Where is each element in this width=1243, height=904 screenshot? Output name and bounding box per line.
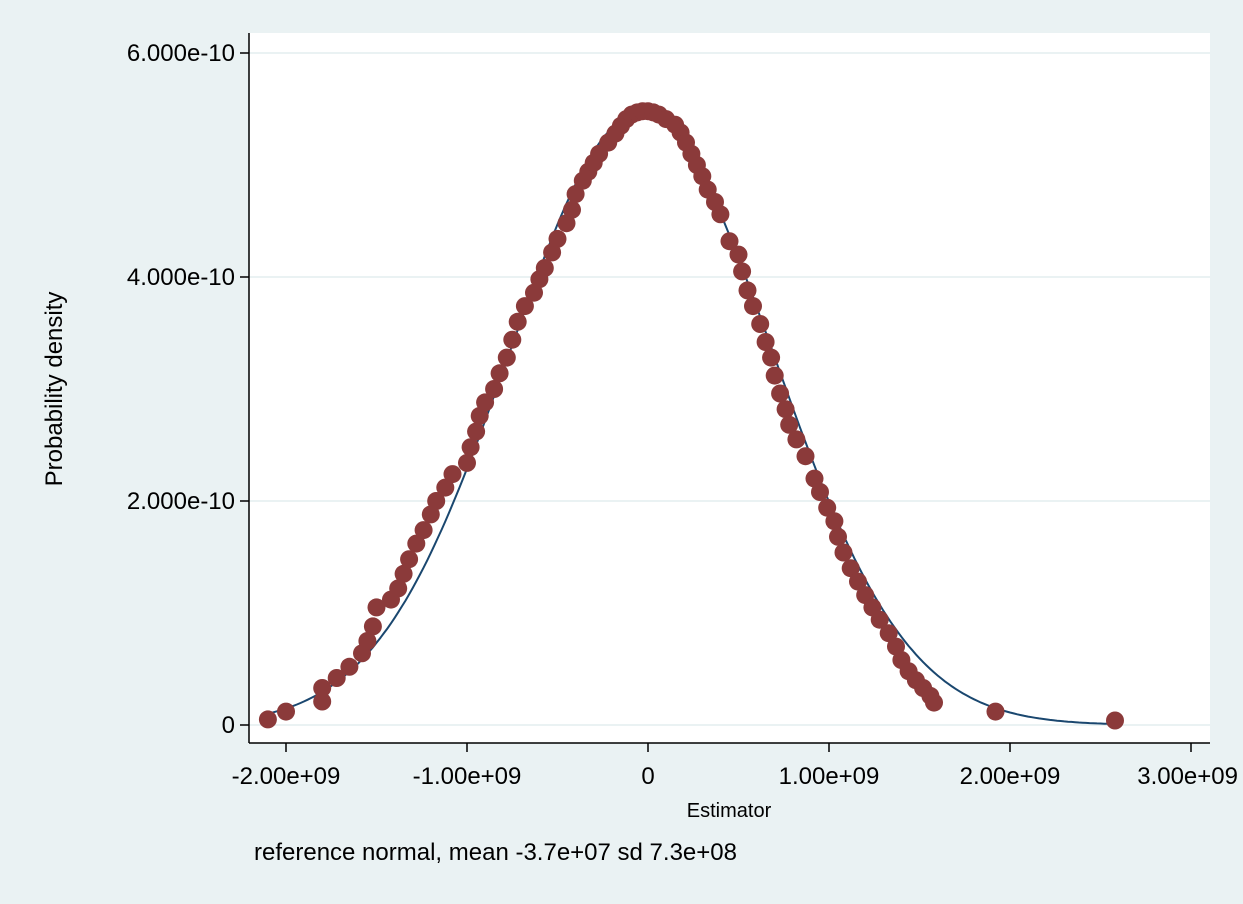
x-tick-label-1: -1.00e+09 (413, 763, 522, 790)
density-point-78 (811, 483, 829, 501)
density-point-65 (733, 262, 752, 281)
density-point-13 (400, 550, 419, 569)
density-point-9 (367, 598, 386, 617)
density-point-7 (358, 632, 377, 650)
density-point-25 (485, 380, 504, 398)
density-point-31 (525, 283, 543, 302)
density-point-97 (1106, 711, 1124, 730)
density-point-5 (340, 657, 359, 676)
density-point-4 (327, 669, 346, 687)
density-point-70 (762, 348, 781, 367)
chart-note: reference normal, mean -3.7e+07 sd 7.3e+… (254, 839, 737, 866)
density-point-88 (879, 624, 898, 643)
density-point-87 (870, 610, 889, 629)
density-point-63 (720, 232, 739, 251)
density-point-3 (313, 679, 332, 697)
density-point-73 (776, 400, 795, 419)
x-tick-label-5: 3.00e+09 (1137, 763, 1238, 790)
y-axis-ticks: 0 2.000e-10 4.000e-10 6.000e-10 (127, 40, 249, 739)
density-point-76 (796, 447, 815, 466)
density-point-34 (543, 243, 562, 262)
density-point-75 (787, 430, 806, 449)
density-point-28 (503, 330, 522, 349)
density-point-79 (818, 498, 837, 517)
density-point-69 (756, 333, 775, 351)
density-point-27 (497, 348, 516, 367)
density-point-62 (711, 205, 730, 224)
density-point-22 (467, 422, 486, 441)
density-point-95 (925, 693, 943, 712)
density-point-14 (407, 534, 426, 553)
x-tick-label-4: 2.00e+09 (960, 763, 1061, 790)
density-point-19 (443, 465, 462, 484)
x-axis-ticks: -2.00e+09 -1.00e+09 0 1.00e+09 2.00e+09 3.00e… (232, 743, 1238, 790)
plot-area (249, 33, 1210, 743)
density-point-81 (829, 527, 847, 546)
density-point-17 (427, 492, 446, 510)
density-point-0 (258, 710, 277, 729)
y-tick-label-3: 6.000e-10 (127, 40, 235, 67)
density-point-18 (436, 478, 455, 497)
y-tick-label-1: 2.000e-10 (127, 488, 235, 515)
density-point-35 (548, 229, 567, 248)
density-point-72 (771, 384, 790, 403)
density-point-67 (744, 297, 762, 316)
density-point-12 (394, 564, 413, 583)
x-tick-label-0: -2.00e+09 (232, 763, 341, 790)
density-point-15 (414, 521, 433, 540)
x-tick-label-2: 0 (641, 763, 654, 790)
density-point-8 (363, 617, 382, 636)
y-tick-label-2: 4.000e-10 (127, 264, 235, 291)
density-markers (258, 102, 1124, 730)
density-point-29 (508, 312, 527, 331)
density-point-1 (277, 702, 295, 721)
y-axis-title: Probability density (41, 292, 68, 487)
density-point-23 (470, 406, 489, 425)
density-point-71 (765, 366, 784, 385)
density-point-30 (515, 297, 534, 316)
axes (248, 33, 1210, 744)
density-point-66 (738, 281, 757, 300)
density-point-26 (490, 364, 509, 383)
gridlines (249, 52, 1210, 726)
density-point-83 (841, 559, 860, 578)
density-point-96 (986, 702, 1005, 721)
density-point-64 (729, 245, 748, 264)
density-point-21 (461, 438, 480, 457)
density-point-2 (313, 692, 332, 711)
density-point-74 (780, 415, 799, 434)
density-point-68 (751, 315, 770, 333)
density-point-20 (458, 453, 476, 472)
density-point-84 (849, 572, 867, 591)
density-point-11 (389, 579, 408, 598)
density-point-38 (566, 185, 585, 204)
density-point-24 (476, 393, 495, 412)
x-tick-label-3: 1.00e+09 (779, 763, 880, 790)
density-point-82 (834, 543, 853, 562)
density-point-33 (535, 259, 554, 277)
x-axis-title: Estimator (687, 800, 772, 822)
density-point-80 (825, 512, 844, 531)
density-point-37 (563, 200, 581, 219)
y-tick-label-0: 0 (222, 712, 235, 739)
